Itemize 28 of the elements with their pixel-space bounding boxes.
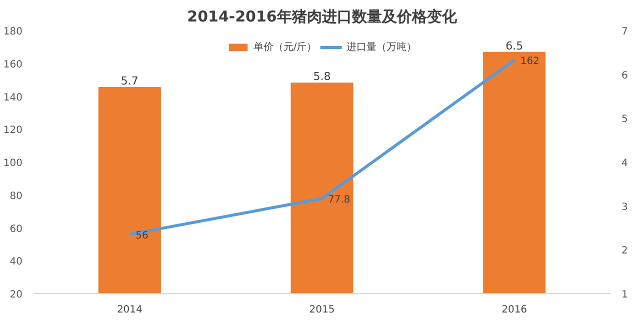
data-label: 5.7 bbox=[120, 74, 138, 88]
data-label: 56 bbox=[136, 230, 148, 242]
y-tick-label: 160 bbox=[3, 59, 23, 70]
y2-tick-label: 4 bbox=[622, 158, 628, 169]
legend-label: 进口量（万吨） bbox=[346, 40, 417, 54]
x-tick-label: 2014 bbox=[116, 304, 142, 316]
data-label: 77.8 bbox=[328, 194, 350, 206]
x-tick-label: 2016 bbox=[502, 304, 528, 316]
y-tick-label: 80 bbox=[10, 190, 23, 202]
legend-label: 单价（元/斤） bbox=[253, 40, 317, 54]
y2-tick-label: 5 bbox=[622, 114, 628, 126]
y2-tick-label: 7 bbox=[622, 26, 628, 38]
y2-tick-label: 1 bbox=[622, 290, 628, 300]
data-label: 5.8 bbox=[313, 70, 331, 84]
data-label: 162 bbox=[520, 56, 540, 68]
y2-tick-label: 6 bbox=[622, 70, 628, 82]
data-label: 6.5 bbox=[506, 39, 524, 52]
y-tick-label: 140 bbox=[3, 92, 23, 104]
y-tick-label: 100 bbox=[3, 158, 23, 169]
chart-title: 2014-2016年猪肉进口数量及价格变化 bbox=[187, 8, 458, 26]
x-tick-label: 2015 bbox=[309, 304, 335, 316]
y-tick-label: 180 bbox=[3, 26, 23, 38]
y2-tick-label: 3 bbox=[622, 202, 628, 213]
y-tick-label: 60 bbox=[10, 224, 23, 235]
y-tick-label: 120 bbox=[3, 125, 23, 136]
y2-tick-label: 2 bbox=[622, 246, 628, 257]
y-tick-label: 40 bbox=[10, 256, 23, 268]
y-tick-label: 20 bbox=[10, 290, 23, 300]
